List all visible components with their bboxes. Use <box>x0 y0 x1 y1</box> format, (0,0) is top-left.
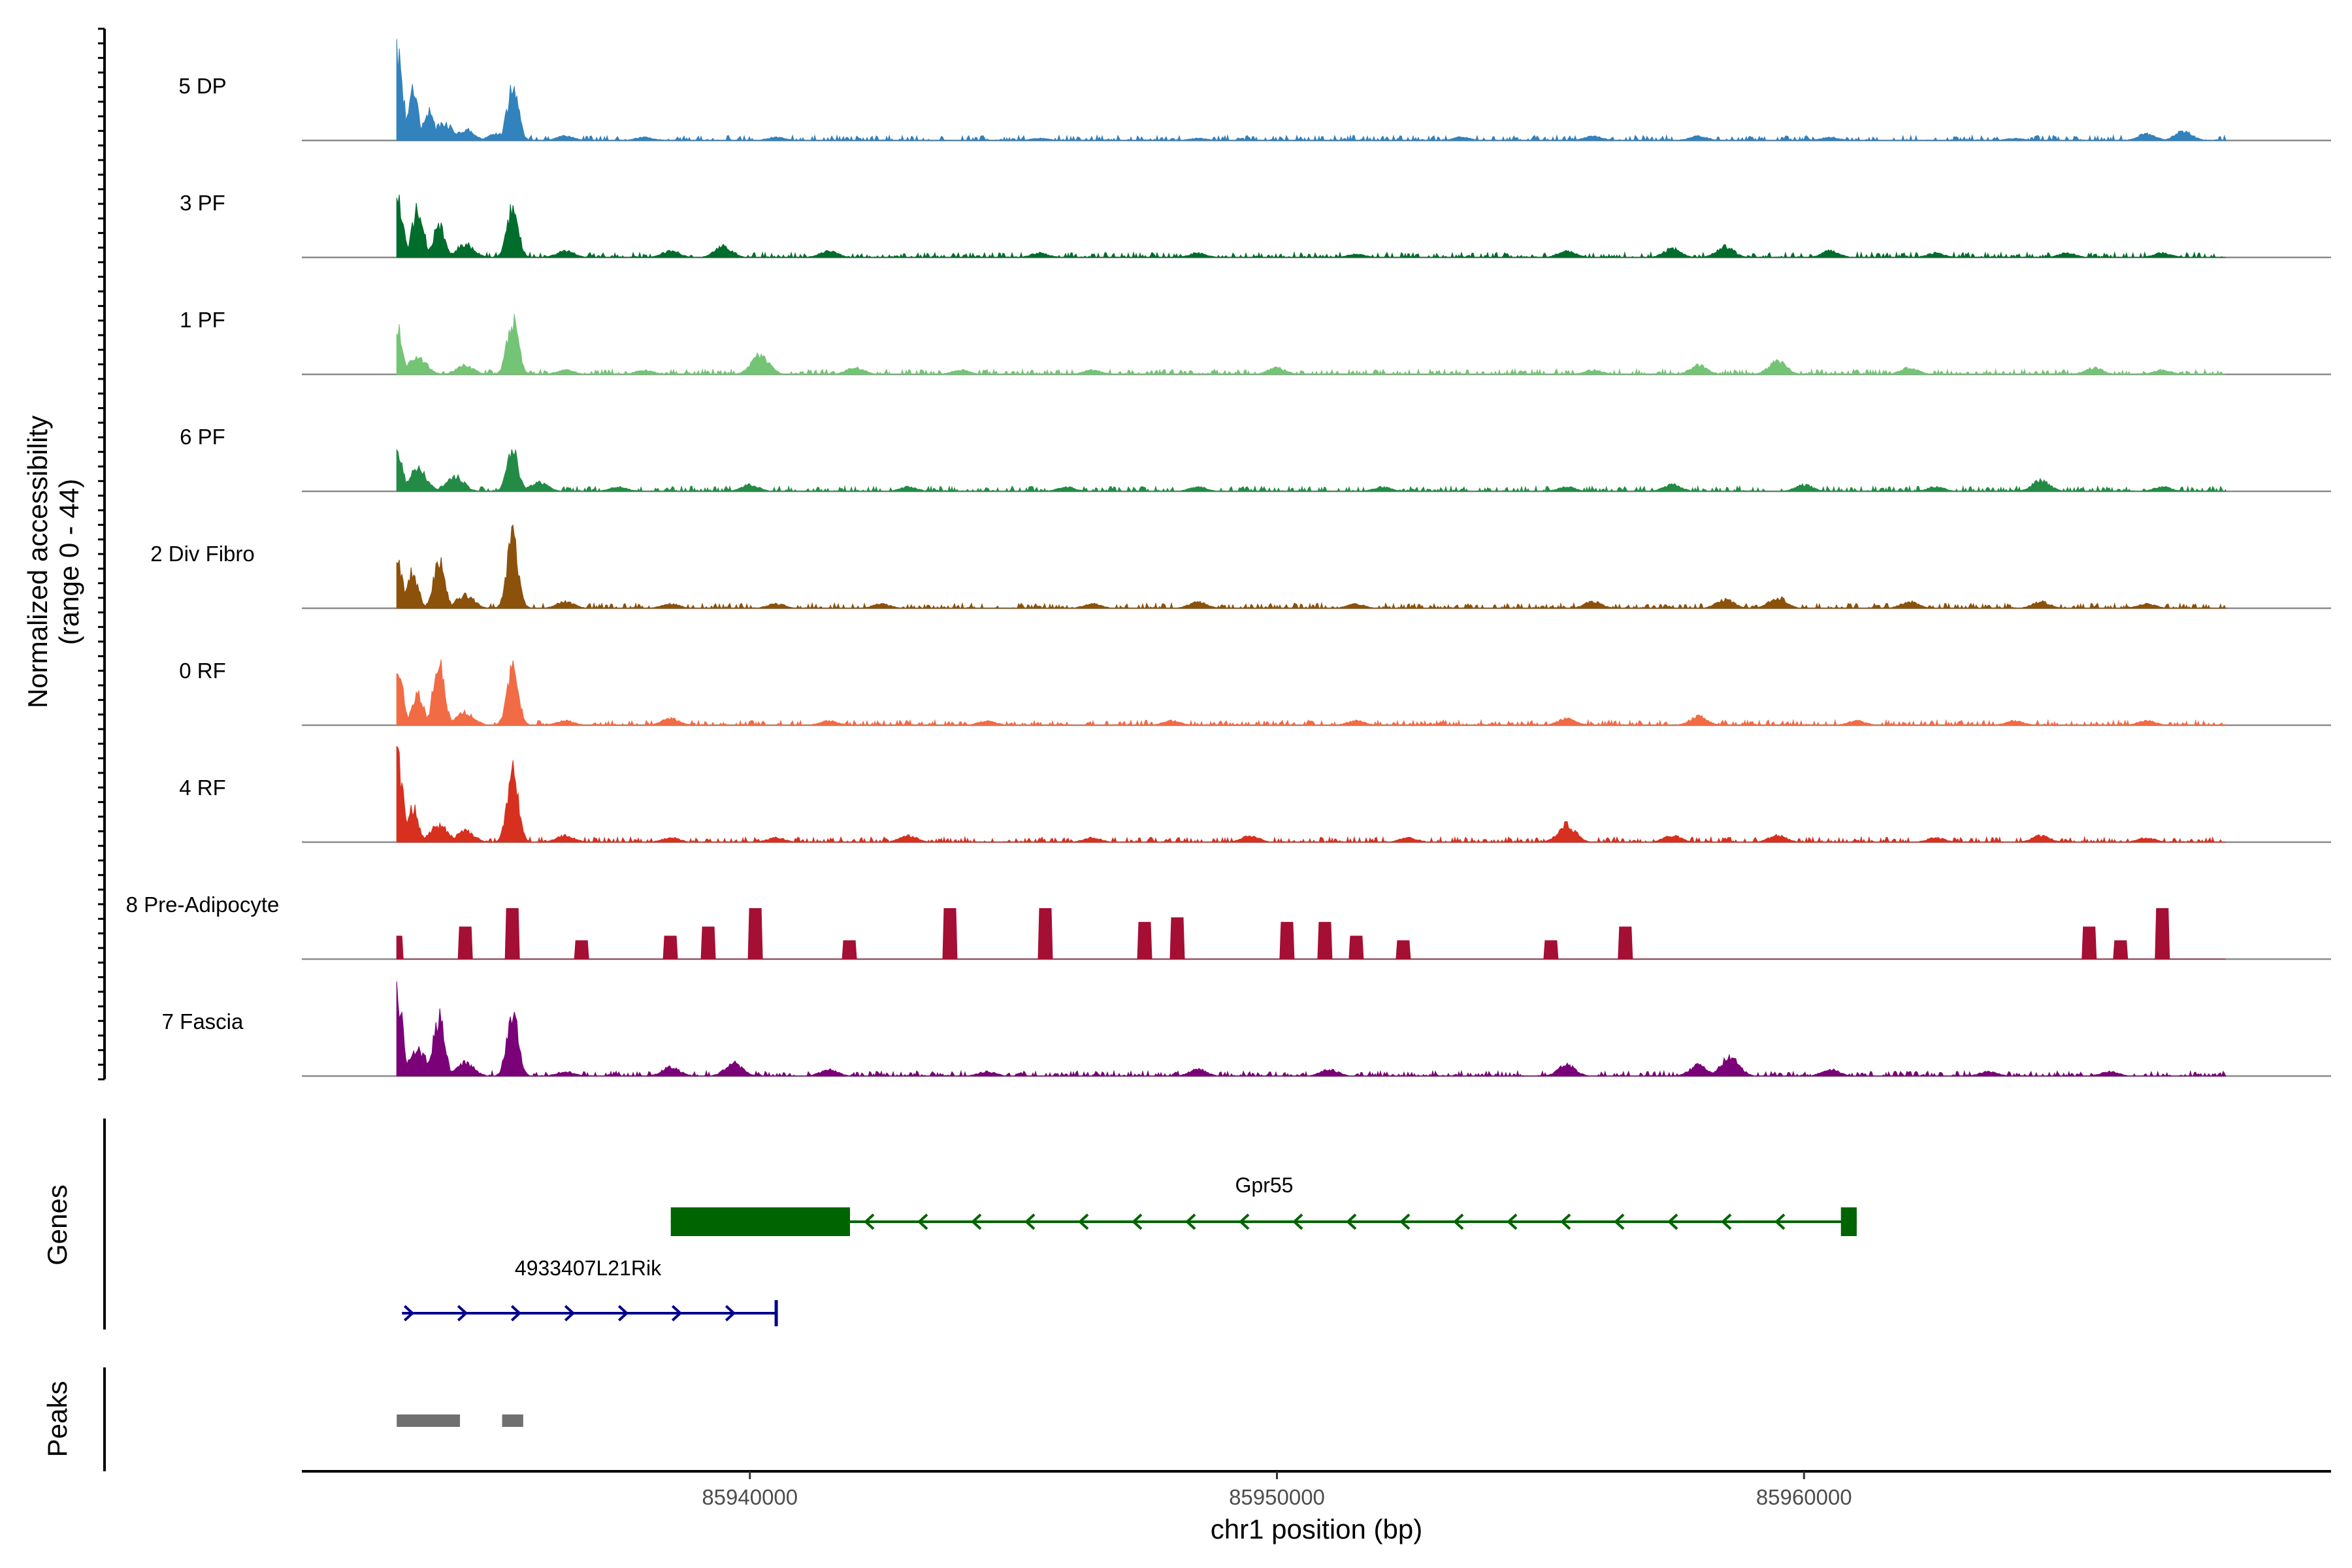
track-label-4-rf: 4 RF <box>179 776 226 800</box>
coverage-area-4-rf <box>396 745 2226 843</box>
track-1-pf: 1 PF <box>180 308 2331 376</box>
coverage-area-8-pre-adipocyte <box>396 908 2226 960</box>
coverage-tracks: 5 DP 3 PF 1 PF 6 PF 2 Div Fibro 0 RF 4 RF 8 Pre… <box>126 39 2331 1077</box>
track-4-rf: 4 RF <box>179 745 2331 843</box>
coverage-area-3-pf <box>396 194 2226 259</box>
strand-chevron <box>1292 1213 1303 1230</box>
strand-chevron <box>1346 1213 1357 1230</box>
track-6-pf: 6 PF <box>180 425 2331 493</box>
strand-chevron <box>617 1305 629 1322</box>
strand-chevron <box>1078 1213 1089 1230</box>
peak-features <box>397 1414 523 1427</box>
coverage-area-0-rf <box>396 659 2227 727</box>
strand-chevron <box>1132 1213 1143 1230</box>
track-label-1-pf: 1 PF <box>180 308 225 332</box>
x-axis: 85940000 85950000 85960000 <box>302 1470 2331 1509</box>
gene-label-gpr55: Gpr55 <box>1235 1173 1294 1197</box>
track-7-fascia: 7 Fascia <box>162 981 2331 1077</box>
strand-chevron <box>1453 1213 1464 1230</box>
track-label-5-dp: 5 DP <box>178 74 226 98</box>
peaks-panel: Peaks <box>42 1367 523 1471</box>
track-label-7-fascia: 7 Fascia <box>162 1009 244 1034</box>
strand-chevron <box>1185 1213 1196 1230</box>
y-axis-range: (range 0 - 44) <box>54 479 84 645</box>
strand-chevron <box>1560 1213 1571 1230</box>
coverage-area-7-fascia <box>396 981 2227 1077</box>
gene-exon-gpr55 <box>1840 1207 1857 1236</box>
strand-chevron <box>917 1213 928 1230</box>
y-axis-title: Normalized accessibility <box>22 416 53 708</box>
strand-chevron <box>1239 1213 1250 1230</box>
track-8-pre-adipocyte: 8 Pre-Adipocyte <box>126 892 2331 960</box>
strand-chevron <box>1399 1213 1411 1230</box>
gene-4933407l21rik: 4933407L21Rik <box>402 1256 778 1326</box>
track-2-div-fibro: 2 Div Fibro <box>150 524 2331 610</box>
strand-chevron <box>971 1213 982 1230</box>
coverage-y-axis-title: Normalized accessibility (range 0 - 44) <box>22 416 84 708</box>
strand-chevron <box>564 1305 576 1322</box>
gene-features: Gpr55 4933407L21Rik <box>402 1173 1857 1326</box>
x-tick-label: 85950000 <box>1229 1485 1325 1509</box>
track-label-2-div-fibro: 2 Div Fibro <box>150 542 255 566</box>
track-0-rf: 0 RF <box>179 659 2331 727</box>
coverage-area-1-pf <box>396 314 2226 376</box>
gene-exon-gpr55 <box>670 1207 851 1236</box>
strand-chevron <box>510 1305 522 1322</box>
peak-region <box>397 1414 461 1427</box>
x-tick-label: 85960000 <box>1756 1485 1852 1509</box>
coverage-area-5-dp <box>396 39 2227 142</box>
x-axis-title: chr1 position (bp) <box>1211 1514 1423 1544</box>
track-label-6-pf: 6 PF <box>180 425 225 449</box>
strand-chevron <box>725 1305 736 1322</box>
coverage-area-2-div-fibro <box>396 524 2227 610</box>
track-3-pf: 3 PF <box>180 191 2331 259</box>
strand-chevron <box>1774 1213 1786 1230</box>
gene-gpr55: Gpr55 <box>670 1173 1857 1236</box>
genes-panel-label: Genes <box>42 1184 73 1266</box>
track-5-dp: 5 DP <box>178 39 2331 142</box>
coverage-y-axis <box>98 27 106 1081</box>
strand-chevron <box>1024 1213 1036 1230</box>
strand-chevron <box>1614 1213 1625 1230</box>
track-label-8-pre-adipocyte: 8 Pre-Adipocyte <box>126 892 280 917</box>
strand-chevron <box>1507 1213 1518 1230</box>
strand-chevron <box>403 1305 415 1322</box>
strand-chevron <box>864 1213 875 1230</box>
peaks-panel-label: Peaks <box>42 1381 73 1458</box>
x-tick-label: 85940000 <box>702 1485 798 1509</box>
genes-panel: Genes Gpr55 4933407L21Rik <box>42 1119 1857 1330</box>
coverage-area-6-pf <box>396 448 2227 493</box>
strand-chevron <box>1721 1213 1732 1230</box>
strand-chevron <box>671 1305 683 1322</box>
strand-chevron <box>1667 1213 1678 1230</box>
gene-label-4933407l21rik: 4933407L21Rik <box>515 1256 662 1280</box>
track-label-3-pf: 3 PF <box>180 191 225 215</box>
peak-region <box>502 1414 523 1427</box>
track-label-0-rf: 0 RF <box>179 659 226 683</box>
strand-chevron <box>457 1305 468 1322</box>
